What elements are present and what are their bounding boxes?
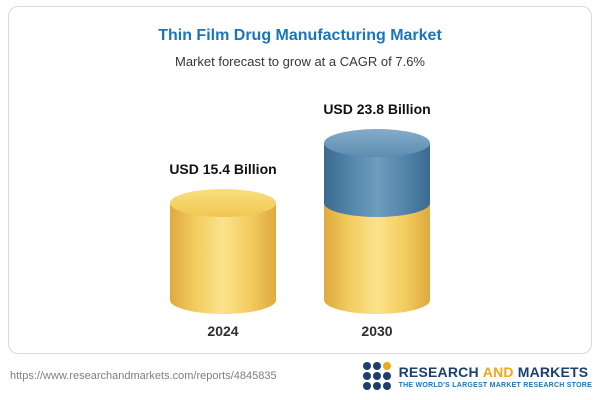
cylinder-2030-top-face	[324, 128, 430, 157]
logo-word-research: RESEARCH	[398, 363, 479, 380]
footer: https://www.researchandmarkets.com/repor…	[10, 357, 592, 395]
report-url[interactable]: https://www.researchandmarkets.com/repor…	[10, 370, 277, 382]
cylinder-2024-top-face	[170, 189, 276, 218]
logo-wordmark: RESEARCH AND MARKETS	[399, 364, 589, 380]
logo-tagline: THE WORLD'S LARGEST MARKET RESEARCH STOR…	[398, 381, 592, 389]
bar-group-2030: USD 23.8 Billion 2030	[322, 101, 432, 339]
category-label-2024: 2024	[207, 323, 239, 339]
researchandmarkets-logo: RESEARCH AND MARKETS THE WORLD'S LARGEST M…	[362, 361, 592, 391]
logo-word-markets: MARKETS	[517, 363, 589, 380]
value-label-2024: USD 15.4 Billion	[169, 161, 277, 178]
chart-title: Thin Film Drug Manufacturing Market	[158, 27, 442, 44]
cylinder-2030	[324, 128, 430, 314]
value-label-2030: USD 23.8 Billion	[323, 100, 431, 117]
logo-text: RESEARCH AND MARKETS THE WORLD'S LARGEST M…	[399, 364, 592, 389]
cylinder-2030-base-segment	[324, 203, 430, 314]
chart-card: Thin Film Drug Manufacturing Market Mark…	[8, 6, 592, 354]
bar-group-2024: USD 15.4 Billion 2024	[168, 161, 278, 339]
logo-mark-icon	[362, 361, 392, 391]
cylinder-2024-body	[170, 203, 276, 314]
chart-area: USD 15.4 Billion 2024 USD 23.8 Billion 2…	[9, 101, 591, 339]
logo-word-and: AND	[482, 363, 514, 380]
chart-subtitle: Market forecast to grow at a CAGR of 7.6…	[175, 54, 425, 69]
category-label-2030: 2030	[361, 323, 393, 339]
cylinder-2024	[170, 189, 276, 314]
